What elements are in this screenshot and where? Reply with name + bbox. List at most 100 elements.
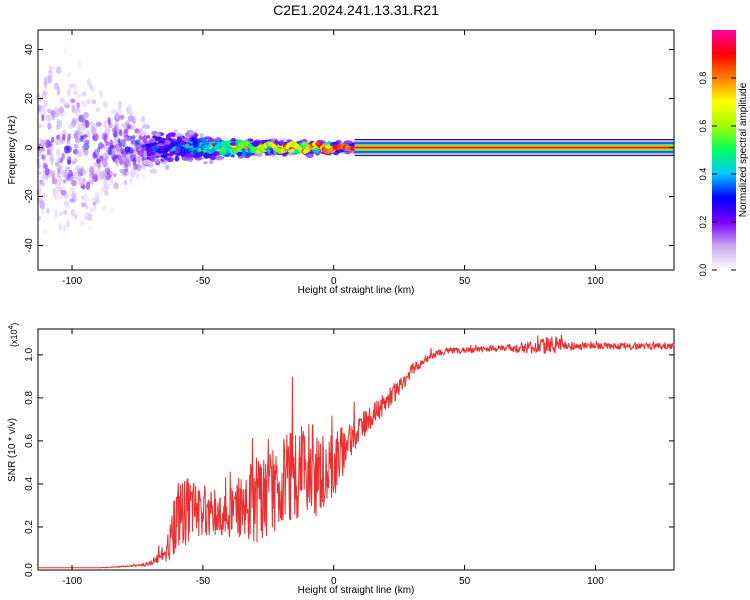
heatmap-cell [103, 179, 108, 187]
heatmap-cell [89, 121, 94, 127]
heatmap-cell [42, 192, 46, 198]
heatmap-cell [60, 105, 64, 113]
heatmap-cell [176, 136, 182, 143]
heatmap-cell [131, 135, 136, 140]
heatmap-cell [148, 139, 154, 144]
heatmap-cell [63, 209, 68, 215]
heatmap-cell [160, 154, 167, 159]
heatmap-y-tick-label: 0 [24, 144, 35, 150]
heatmap-cell [115, 158, 119, 165]
heatmap-cell [274, 139, 279, 146]
heatmap-cell [70, 98, 76, 104]
heatmap-cell [123, 187, 129, 192]
heatmap-cell [58, 195, 64, 200]
heatmap-cell [127, 115, 134, 122]
heatmap-cell [40, 109, 46, 118]
heatmap-cell [103, 120, 107, 129]
heatmap-cell [143, 150, 148, 159]
heatmap-cell [135, 171, 141, 177]
heatmap-cell [165, 164, 170, 171]
heatmap-y-tick-label: 40 [24, 44, 35, 56]
heatmap-cell [50, 66, 56, 71]
heatmap-cell [102, 205, 106, 212]
heatmap-cell [88, 165, 95, 175]
heatmap-cell [41, 155, 47, 161]
heatmap-y-tick-label: -20 [24, 189, 35, 204]
heatmap-cell [174, 153, 180, 157]
heatmap-cell [83, 192, 88, 198]
heatmap-cell [197, 147, 202, 153]
heatmap-cell [51, 112, 56, 121]
heatmap-cell [67, 159, 71, 165]
heatmap-cell [79, 135, 84, 143]
heatmap-cell [137, 151, 141, 156]
heatmap-cell [46, 148, 51, 156]
heatmap-cell [123, 180, 128, 186]
heatmap-cell [94, 191, 100, 200]
heatmap-cell [58, 223, 63, 231]
heatmap-cell [312, 148, 320, 154]
heatmap-cell [168, 132, 176, 136]
snr-x-tick-label: 50 [459, 576, 471, 587]
heatmap-cell [86, 99, 91, 104]
heatmap-cell [72, 83, 78, 90]
colorbar-tick-label: 0.4 [698, 168, 708, 181]
heatmap-cell [38, 124, 43, 129]
heatmap-cell [109, 207, 115, 214]
heatmap-cell [40, 105, 46, 110]
heatmap-cell [160, 158, 165, 162]
heatmap-cell [72, 105, 77, 114]
heatmap-cell [43, 100, 49, 108]
heatmap-cell [88, 180, 94, 185]
heatmap-cell [90, 207, 94, 212]
heatmap-cell [84, 214, 89, 221]
heatmap-cell [70, 208, 75, 217]
heatmap-cell [113, 182, 119, 190]
heatmap-cell [102, 185, 108, 193]
heatmap-cell [93, 203, 97, 211]
heatmap-cell [78, 114, 84, 123]
heatmap-cell [166, 153, 174, 157]
heatmap-cell [56, 155, 61, 163]
heatmap-cell [87, 213, 93, 222]
heatmap-cell [184, 143, 190, 148]
heatmap-cell [81, 90, 87, 97]
heatmap-cell [95, 121, 102, 127]
heatmap-cell [64, 193, 70, 199]
colorbar-tick-label: 0.8 [698, 72, 708, 85]
heatmap-x-tick-label: 50 [459, 276, 471, 287]
heatmap-cell [136, 155, 142, 164]
heatmap-cell [54, 209, 58, 218]
heatmap-cell [58, 119, 63, 129]
heatmap-cell [94, 147, 100, 155]
heatmap-cell [135, 139, 141, 145]
heatmap-cell [46, 208, 50, 214]
heatmap-cell [84, 204, 89, 210]
snr-x-tick-label: 100 [587, 576, 604, 587]
heatmap-cell [174, 155, 180, 162]
heatmap-cell [41, 181, 46, 187]
heatmap-cell [154, 157, 159, 164]
heatmap-cell [209, 156, 216, 161]
heatmap-cell [111, 108, 117, 115]
heatmap-cell [215, 137, 222, 142]
heatmap-cell [188, 130, 195, 136]
heatmap-cell [127, 122, 130, 130]
heatmap-cell [51, 136, 55, 143]
heatmap-cell [75, 172, 82, 182]
heatmap-y-tick-label: 20 [24, 93, 35, 105]
heatmap-cell [54, 161, 60, 167]
heatmap-cell [76, 148, 83, 158]
heatmap-cell [40, 209, 45, 217]
heatmap-cell [69, 197, 75, 203]
heatmap-cell [130, 149, 135, 154]
heatmap-cell [45, 108, 50, 113]
heatmap-cell [61, 152, 65, 160]
snr-x-tick-label: -50 [196, 576, 211, 587]
heatmap-cell [42, 89, 46, 95]
heatmap-cell [119, 169, 124, 174]
heatmap-cell [63, 200, 69, 205]
heatmap-cell [42, 139, 46, 146]
heatmap-cell [109, 140, 114, 146]
